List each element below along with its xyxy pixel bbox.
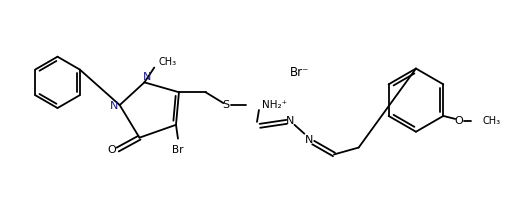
Text: N: N	[109, 101, 118, 111]
Text: S: S	[222, 100, 229, 110]
Text: NH₂⁺: NH₂⁺	[262, 100, 287, 110]
Text: CH₃: CH₃	[483, 116, 501, 126]
Text: N: N	[287, 116, 295, 126]
Text: N: N	[305, 135, 314, 145]
Text: Br⁻: Br⁻	[290, 66, 309, 79]
Text: CH₃: CH₃	[158, 57, 176, 67]
Text: N: N	[143, 72, 152, 82]
Text: O: O	[107, 145, 116, 155]
Text: O: O	[455, 116, 464, 126]
Text: Br: Br	[172, 145, 184, 155]
